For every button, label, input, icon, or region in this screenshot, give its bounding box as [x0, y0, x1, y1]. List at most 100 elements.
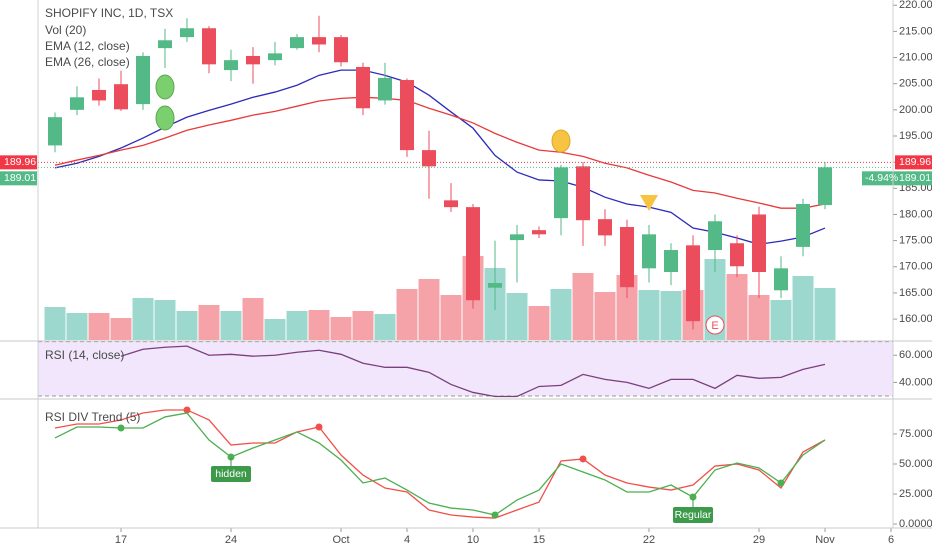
volume-bar	[748, 295, 770, 340]
x-tick-label: 6	[888, 534, 894, 546]
price-box	[0, 171, 37, 186]
y-tick-label: 60.0000	[899, 349, 932, 361]
earnings-label: E	[711, 320, 718, 332]
pivot-dot	[689, 493, 697, 501]
volume-bar	[44, 307, 66, 340]
volume-bar	[550, 289, 572, 340]
x-tick-label: 29	[753, 534, 765, 546]
candle-body	[510, 234, 524, 241]
y-tick-label: 220.00	[899, 0, 932, 11]
volume-bar	[154, 300, 176, 340]
volume-bar	[726, 274, 748, 340]
price-label: 189.96	[4, 156, 36, 168]
volume-bar	[330, 317, 352, 340]
annotation-label: Regular	[675, 509, 712, 521]
volume-bar	[352, 311, 374, 340]
volume-bar	[374, 314, 396, 340]
volume-bar	[770, 300, 792, 340]
volume-bar	[792, 276, 814, 340]
y-tick-label: 25.0000	[899, 488, 932, 500]
candle-body	[818, 167, 832, 206]
volume-bar	[396, 289, 418, 340]
x-tick-label: Nov	[815, 534, 835, 546]
volume-bar	[198, 305, 220, 340]
volume-bar	[242, 298, 264, 340]
candle-body	[224, 60, 238, 71]
volume-bar	[594, 292, 616, 340]
price-label: 189.01	[4, 172, 36, 184]
line-series	[54, 409, 826, 519]
pane-title: RSI (14, close)	[45, 348, 124, 362]
candle-body	[708, 221, 722, 251]
earnings-icon	[705, 315, 725, 335]
volume-bar	[308, 310, 330, 340]
candle-body	[488, 282, 502, 288]
volume-bar	[286, 311, 308, 340]
y-tick-label: 215.00	[899, 25, 932, 37]
volume-bar	[572, 273, 594, 340]
candle-body	[48, 117, 62, 146]
price-box	[895, 171, 932, 186]
legend-entry: Vol (20)	[45, 23, 86, 37]
line-series	[54, 69, 826, 245]
y-tick-label: 200.00	[899, 104, 932, 116]
y-tick-label: 160.00	[899, 313, 932, 325]
volume-bar	[66, 313, 88, 340]
volume-bar	[88, 313, 110, 340]
pivot-dot	[579, 455, 587, 463]
candle-body	[400, 80, 414, 151]
price-label: 189.96	[899, 156, 931, 168]
pivot-dot	[183, 406, 191, 414]
pivot-dot	[491, 511, 499, 519]
y-tick-label: 50.0000	[899, 458, 932, 470]
candle-body	[796, 204, 810, 247]
volume-bar	[176, 311, 198, 340]
candle-body	[378, 77, 392, 101]
y-tick-label: 210.00	[899, 51, 932, 63]
line-series	[54, 96, 826, 209]
pivot-dot	[227, 453, 235, 461]
volume-bar	[660, 291, 682, 340]
y-tick-label: 205.00	[899, 78, 932, 90]
candle-body	[136, 55, 150, 105]
chart-title: SHOPIFY INC, 1D, TSX	[45, 6, 173, 20]
band	[38, 341, 893, 396]
candle-body	[334, 37, 348, 63]
line-series	[54, 412, 826, 516]
annotation-label: hidden	[215, 468, 247, 480]
volume-bar	[638, 290, 660, 340]
x-tick-label: Oct	[332, 534, 349, 546]
candle-body	[532, 230, 546, 235]
candle-body	[664, 250, 678, 272]
y-tick-label: 165.00	[899, 287, 932, 299]
candle-body	[752, 214, 766, 272]
candle-body	[422, 150, 436, 167]
x-tick-label: 22	[643, 534, 655, 546]
price-box	[895, 155, 932, 170]
y-tick-label: 0.0000	[899, 518, 932, 530]
candle-body	[576, 166, 590, 221]
candle-body	[290, 37, 304, 49]
line-series	[120, 345, 826, 398]
volume-bar	[440, 295, 462, 340]
volume-bar	[814, 288, 836, 340]
candle-body	[466, 207, 480, 301]
candle-body	[730, 243, 744, 267]
pivot-dot	[117, 424, 125, 432]
volume-bar	[506, 293, 528, 340]
x-tick-label: 24	[225, 534, 237, 546]
y-tick-label: 40.0000	[899, 376, 932, 388]
volume-bar	[528, 306, 550, 340]
annotation-box	[673, 507, 713, 523]
candle-body	[642, 234, 656, 269]
candle-body	[70, 97, 84, 110]
annotation-box	[211, 466, 251, 482]
pivot-dot	[315, 423, 323, 431]
volume-bar	[264, 319, 286, 340]
candle-body	[356, 66, 370, 109]
candle-body	[774, 268, 788, 291]
candle-body	[202, 28, 216, 65]
signal-triangle	[640, 195, 658, 211]
y-tick-label: 170.00	[899, 261, 932, 273]
